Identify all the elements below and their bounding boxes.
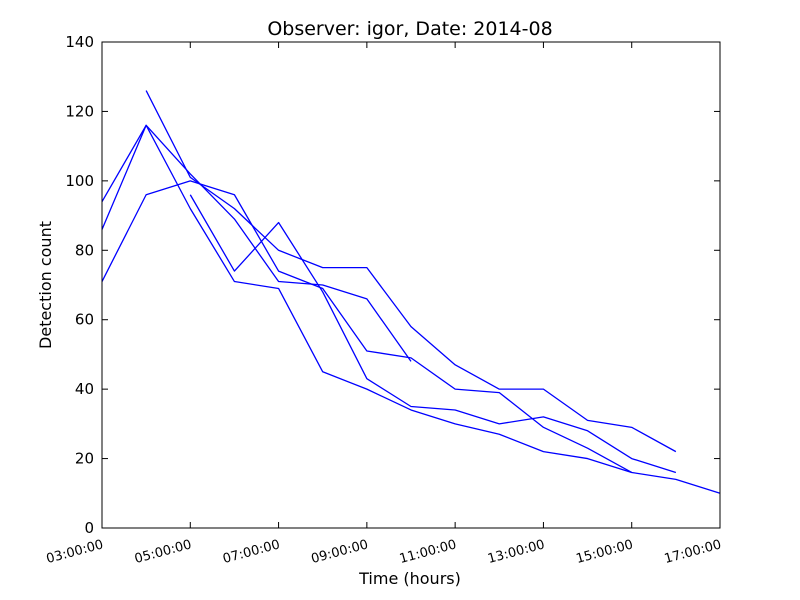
x-tick-label: 13:00:00 [486,537,546,567]
y-axis: 0 20 40 60 80 100 120 140 [65,33,720,537]
plot-frame [101,41,721,529]
y-tick-label: 120 [65,102,94,120]
y-axis-label: Detection count [36,221,55,349]
series-line-4 [101,180,633,474]
x-tick-label: 17:00:00 [663,537,723,567]
x-axis-label: Time (hours) [358,569,461,588]
y-tick-label: 20 [75,450,94,468]
x-tick-label: 15:00:00 [574,537,634,567]
y-tick-label: 80 [75,241,94,259]
x-tick-label: 09:00:00 [310,537,370,567]
y-tick-label: 40 [75,380,94,398]
x-tick-label: 11:00:00 [398,537,458,567]
series-line-5 [189,194,677,474]
series-line-2 [145,90,677,453]
x-tick-label: 05:00:00 [133,537,193,567]
y-tick-label: 140 [65,33,94,51]
series-line-3 [101,124,721,494]
x-tick-label: 03:00:00 [45,537,105,567]
y-tick-label: 60 [75,311,94,329]
y-tick-label: 100 [65,172,94,190]
chart-title: Observer: igor, Date: 2014-08 [267,18,552,40]
series-group [101,90,721,494]
x-tick-label: 07:00:00 [221,537,281,567]
series-line-1 [101,124,412,362]
y-tick-label: 0 [84,519,94,537]
x-axis: 03:00:00 05:00:00 07:00:00 09:00:00 11:00:00… [45,42,723,567]
